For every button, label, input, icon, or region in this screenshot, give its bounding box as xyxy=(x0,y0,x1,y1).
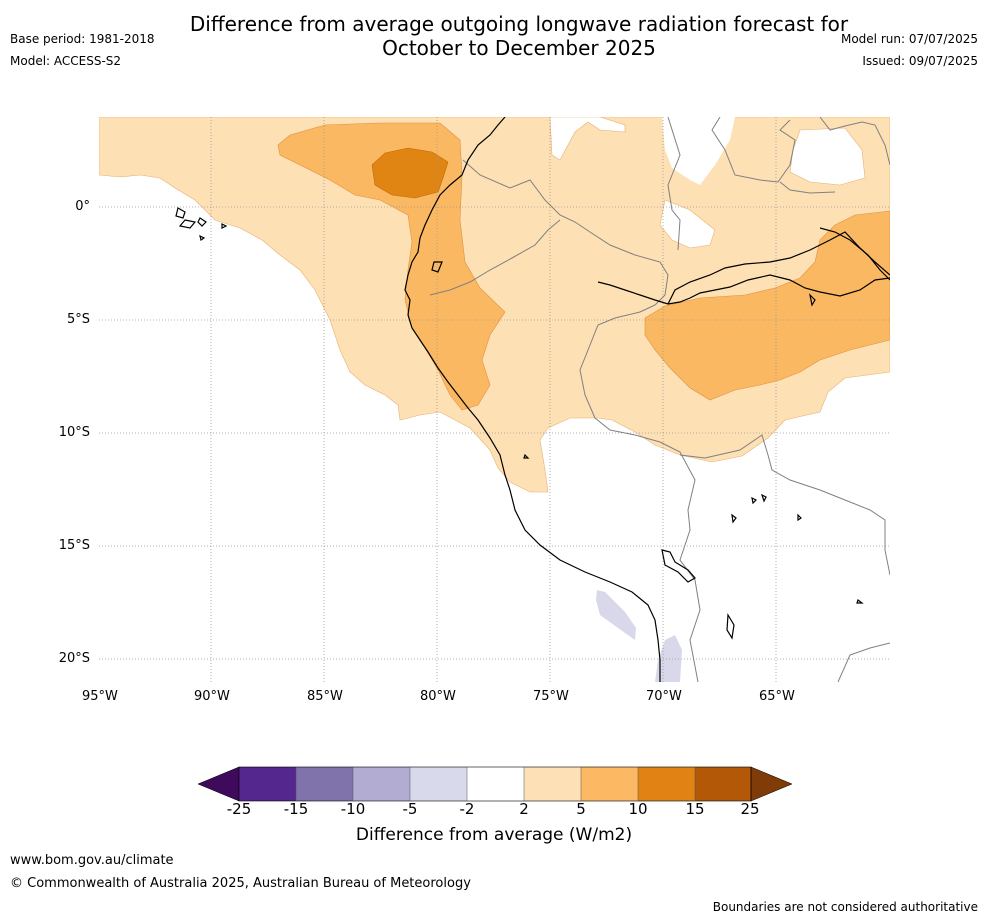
lon-label-90w: 90°W xyxy=(194,689,230,704)
lon-label-95w: 95°W xyxy=(82,689,118,704)
lat-label-5s: 5°S xyxy=(66,312,90,327)
colorbar-tick: -2 xyxy=(459,800,475,818)
colorbar-swatch-5 xyxy=(467,767,524,801)
colorbar-tick: 5 xyxy=(576,800,586,818)
country-borders xyxy=(429,117,890,682)
colorbar-tick: 2 xyxy=(519,800,529,818)
colorbar-swatch-3 xyxy=(353,767,410,801)
colorbar-swatch-1 xyxy=(239,767,296,801)
lon-label-65w: 65°W xyxy=(759,689,795,704)
colorbar-tick: -10 xyxy=(340,800,366,818)
anomaly-region-10-to-15 xyxy=(371,147,449,199)
colorbar-swatch-2 xyxy=(296,767,353,801)
page-title: Difference from average outgoing longwav… xyxy=(0,12,988,60)
gridlines xyxy=(99,117,890,682)
neutral-hole-orinoco xyxy=(662,117,735,185)
lon-label-75w: 75°W xyxy=(533,689,569,704)
colorbar xyxy=(197,766,793,802)
colorbar-tick: 15 xyxy=(685,800,705,818)
lon-label-85w: 85°W xyxy=(307,689,343,704)
colorbar-swatch-under xyxy=(197,766,240,802)
colorbar-tick: 10 xyxy=(628,800,648,818)
colorbar-title: Difference from average (W/m2) xyxy=(355,825,633,845)
anomaly-region-neg-2-to-5-a xyxy=(596,590,636,640)
colorbar-swatch-8 xyxy=(638,767,695,801)
colorbar-tick: 25 xyxy=(740,800,760,818)
colorbar-tick: -15 xyxy=(283,800,309,818)
footer-copyright: © Commonwealth of Australia 2025, Austra… xyxy=(10,876,471,891)
issued-date: Issued: 09/07/2025 xyxy=(862,54,978,68)
meta-left: Base period: 1981-2018 Model: ACCESS-S2 xyxy=(10,28,155,72)
neutral-hole-caribbean xyxy=(549,117,626,161)
map-plot-area xyxy=(99,117,890,682)
model-name: Model: ACCESS-S2 xyxy=(10,54,122,68)
meta-right: Model run: 07/07/2025 Issued: 09/07/2025 xyxy=(841,28,978,72)
model-run: Model run: 07/07/2025 xyxy=(840,32,978,46)
lat-label-20s: 20°S xyxy=(58,651,90,666)
title-line-2: October to December 2025 xyxy=(382,36,656,60)
lat-label-15s: 15°S xyxy=(58,538,90,553)
colorbar-swatch-4 xyxy=(410,767,467,801)
lon-label-70w: 70°W xyxy=(646,689,682,704)
anomaly-region-5-to-10-east xyxy=(644,210,890,401)
base-period: Base period: 1981-2018 xyxy=(10,32,155,46)
anomaly-region-neg-2-to-5-b xyxy=(655,635,682,682)
colorbar-tick: -5 xyxy=(402,800,418,818)
anomaly-region-5-to-10-west xyxy=(277,122,506,411)
footer-disclaimer: Boundaries are not considered authoritat… xyxy=(712,900,978,914)
colorbar-swatch-7 xyxy=(581,767,638,801)
coastline xyxy=(175,117,890,682)
colorbar-tick: -25 xyxy=(226,800,252,818)
footer-url: www.bom.gov.au/climate xyxy=(10,853,174,868)
lon-label-80w: 80°W xyxy=(420,689,456,704)
colorbar-swatch-6 xyxy=(524,767,581,801)
colorbar-swatch-9 xyxy=(695,767,751,801)
lat-label-10s: 10°S xyxy=(58,425,90,440)
colorbar-swatch-over xyxy=(750,766,793,802)
lat-label-0: 0° xyxy=(75,199,90,214)
title-line-1: Difference from average outgoing longwav… xyxy=(189,12,849,36)
